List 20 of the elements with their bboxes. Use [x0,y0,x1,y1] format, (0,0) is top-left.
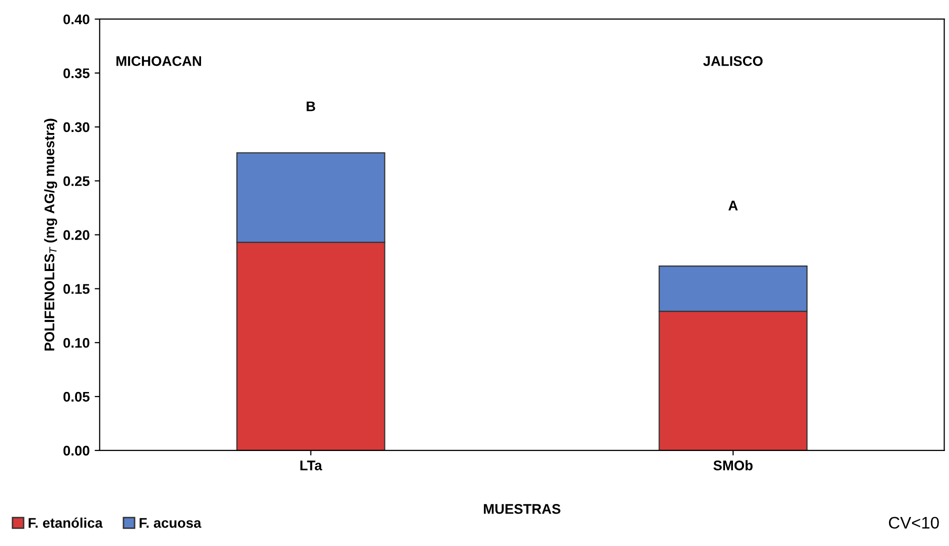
y-tick-label: 0.35 [63,68,90,78]
y-axis-title: POLIFENOLES$_{T}$ (mg AG/g muestra) [44,118,58,351]
y-tick-label: 0.20 [63,230,90,240]
annotation: B [306,102,316,112]
annotation: JALISCO [703,56,763,66]
y-tick-label: 0.30 [63,122,90,132]
annotation: MICHOACAN [116,56,202,66]
x-tick-label: LTa [300,460,322,470]
y-tick-label: 0.00 [63,446,90,456]
text: CV<10 [888,516,939,529]
y-tick-label: 0.10 [63,338,90,348]
x-axis-title: MUESTRAS [484,504,560,514]
y-tick-label: 0.25 [63,176,90,186]
x-tick-label: SMOb [713,460,753,470]
y-tick-label: 0.40 [63,14,90,24]
legend-label: F. acuosa [140,518,202,528]
legend-label: F. etanólica [28,518,103,528]
y-tick-label: 0.15 [63,284,90,294]
annotation: A [728,200,738,210]
y-tick-label: 0.05 [63,392,90,402]
